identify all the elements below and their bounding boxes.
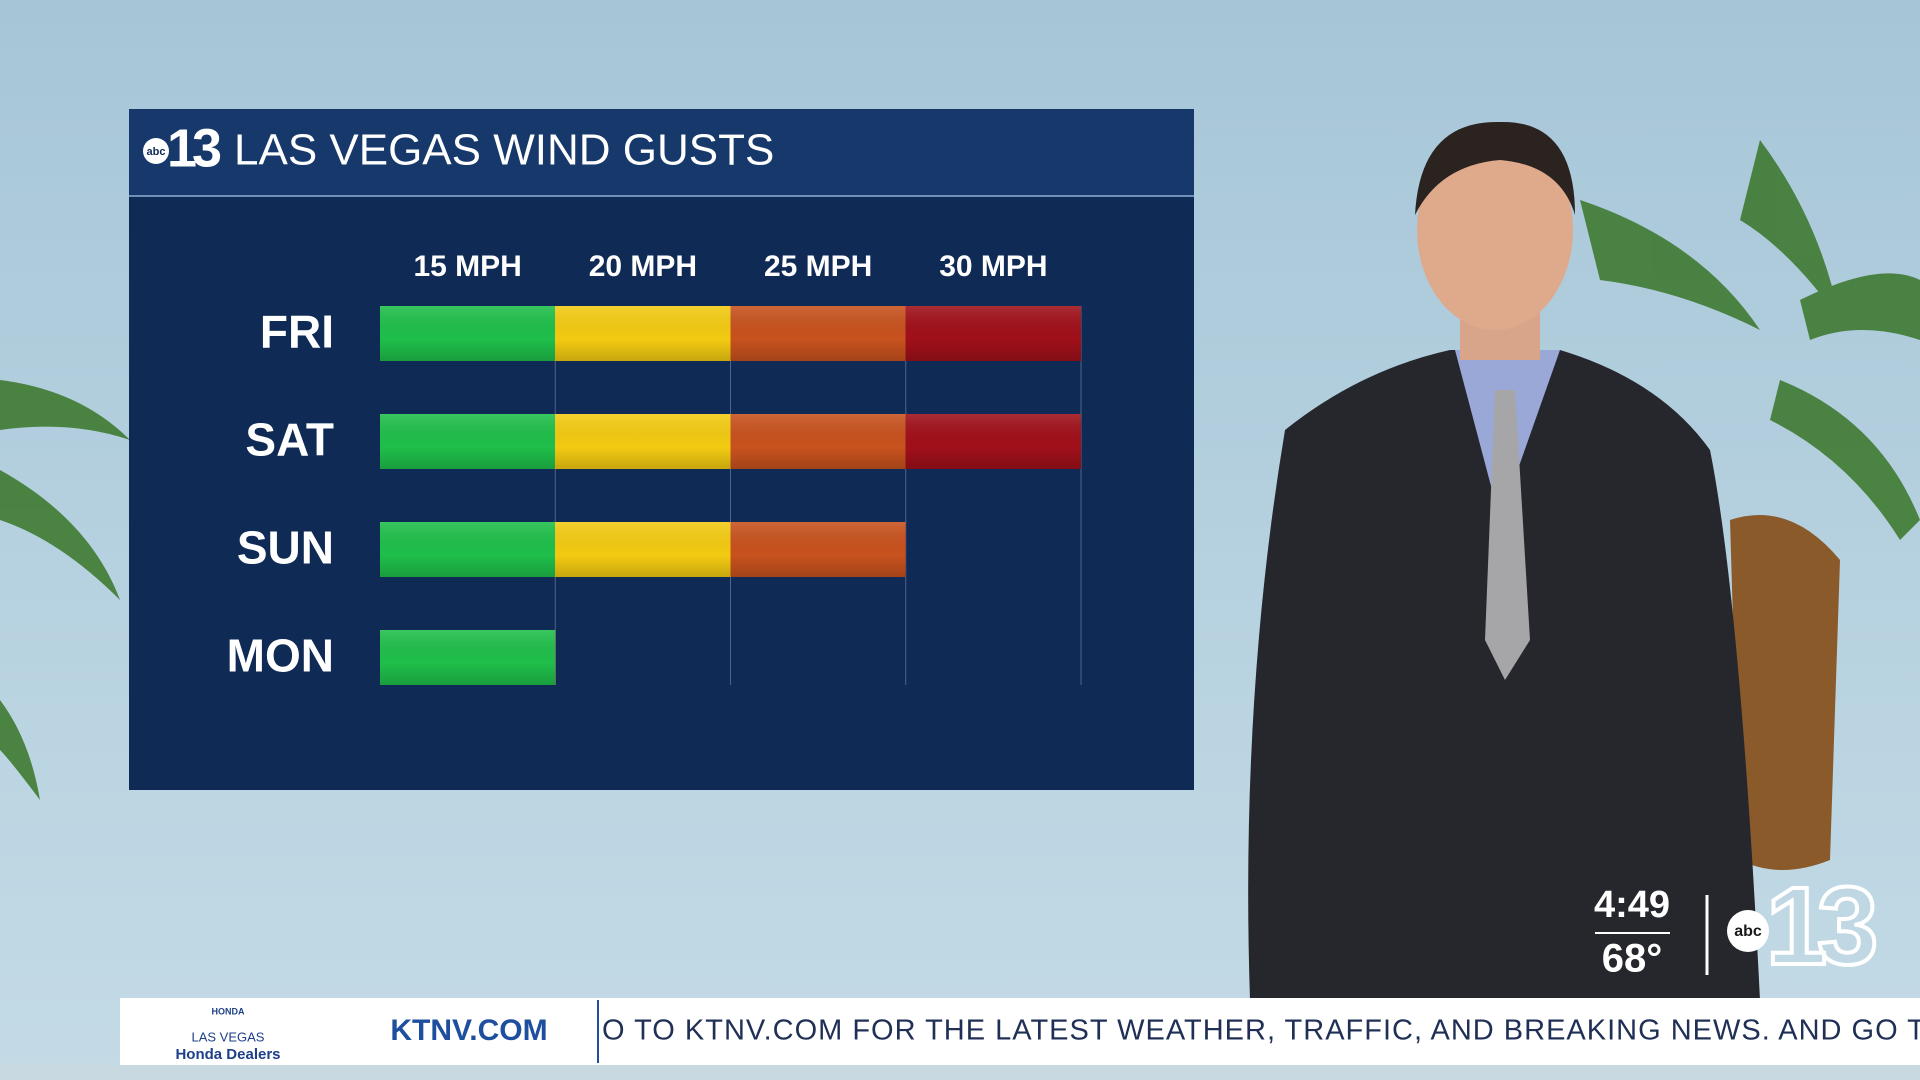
sponsor-city: LAS VEGAS [192,1029,265,1044]
clock: 4:49 [1594,884,1670,926]
ticker-bar [120,998,1920,1065]
x-tick-label: 20 MPH [589,250,697,283]
y-tick-label: MON [227,630,334,682]
x-tick-label: 25 MPH [764,250,872,283]
title-bar [129,109,1194,196]
bar-shade [380,522,906,577]
chart-title: LAS VEGAS WIND GUSTS [234,126,774,175]
presenter [1248,121,1760,1000]
x-tick-label: 15 MPH [413,250,521,283]
y-tick-label: FRI [260,306,334,358]
bar-shade [380,630,556,685]
y-tick-label: SUN [237,522,334,574]
temperature: 68° [1602,937,1663,981]
ticker-site: KTNV.COM [390,1014,547,1047]
x-tick-label: 30 MPH [939,250,1047,283]
bug-logo-network: abc [1734,923,1762,940]
palm-trunk [1730,515,1840,870]
y-tick-label: SAT [245,414,334,466]
plot-area: 15 MPH 20 MPH 25 MPH 30 MPH FRI SAT SUN MON [227,250,1082,685]
logo-network: abc [147,146,166,158]
ticker-window: O TO KTNV.COM FOR THE LATEST WEATHER, TR… [602,1015,1920,1047]
sponsor-dealers: Honda Dealers [175,1046,280,1063]
ticker-base [0,1065,1920,1080]
bug-logo-badge [1727,910,1769,952]
bar-shade [380,414,1081,469]
logo-badge [143,138,169,164]
bug-logo-channel: 13 [1766,865,1875,988]
palm-tree [0,140,1920,800]
bar-shade [380,306,1081,361]
logo-channel: 13 [167,118,221,178]
ticker-text: O TO KTNV.COM FOR THE LATEST WEATHER, TR… [602,1015,1920,1047]
sponsor-brand: HONDA [212,1006,245,1016]
